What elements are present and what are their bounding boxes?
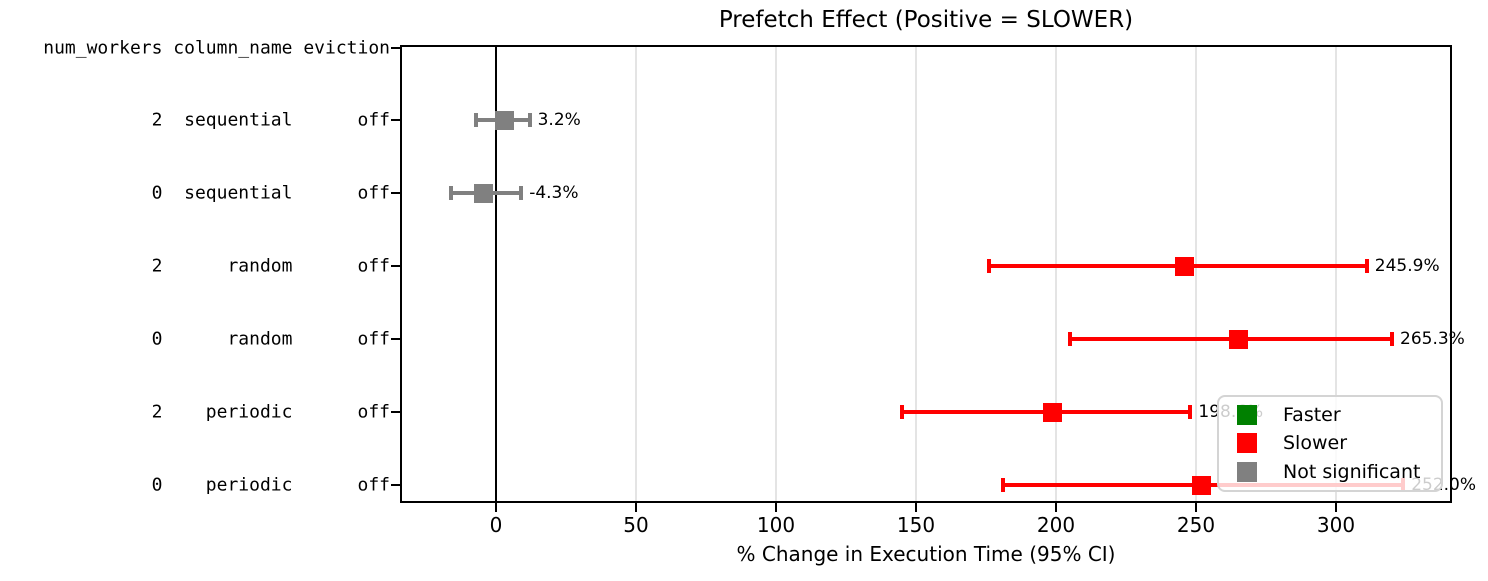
error-bar-cap-low — [1068, 332, 1072, 346]
legend-entry-not_significant: Not significant — [1237, 461, 1435, 483]
slower-swatch-icon — [1237, 433, 1257, 454]
error-bar-cap-high — [1390, 332, 1394, 346]
error-bar-cap-high — [519, 186, 524, 200]
y-axis-header: num_workers column_name eviction — [43, 38, 390, 59]
x-axis-tick — [915, 503, 917, 512]
x-axis-tick — [775, 503, 777, 512]
value-annotation: 265.3% — [1400, 329, 1465, 349]
faster-swatch-icon — [1237, 405, 1257, 426]
y-label-column-name: sequential — [184, 182, 293, 204]
legend-label-faster: Faster — [1283, 404, 1341, 427]
error-bar-cap-low — [900, 405, 904, 419]
y-label-num-workers: num_workers — [43, 37, 163, 59]
y-axis-tick — [391, 192, 400, 194]
x-tick-label: 100 — [756, 513, 796, 537]
y-label-column-name: column_name — [173, 37, 293, 59]
x-tick-label: 0 — [489, 513, 503, 537]
grid-line — [1335, 45, 1337, 503]
y-axis-tick — [391, 47, 400, 49]
x-tick-label: 150 — [896, 513, 936, 537]
not_significant-swatch-icon — [1237, 461, 1257, 482]
legend: Faster Slower Not significant — [1217, 395, 1443, 492]
point-marker — [1042, 402, 1062, 422]
point-marker — [495, 110, 515, 130]
error-bar-cap-high — [1188, 405, 1193, 419]
y-label-eviction: off — [357, 255, 390, 277]
y-label-eviction: off — [357, 182, 390, 204]
grid-line — [635, 45, 637, 503]
y-tick-label-row: 0 random off — [43, 329, 390, 350]
y-axis-tick — [391, 484, 400, 486]
y-label-eviction: off — [357, 401, 390, 423]
y-label-num-workers: 0 — [151, 328, 163, 350]
y-axis-tick — [391, 411, 400, 413]
x-tick-label: 200 — [1036, 513, 1076, 537]
chart-title: Prefetch Effect (Positive = SLOWER) — [718, 7, 1134, 33]
y-label-num-workers: 2 — [151, 109, 163, 131]
y-label-num-workers: 0 — [151, 182, 163, 204]
y-label-column-name: sequential — [184, 109, 293, 131]
x-axis-tick — [1335, 503, 1337, 512]
y-tick-label-row: 0 periodic off — [43, 475, 390, 496]
grid-line — [915, 45, 917, 503]
y-axis-tick — [391, 265, 400, 267]
value-annotation: -4.3% — [529, 183, 579, 203]
y-label-column-name: periodic — [205, 474, 293, 496]
legend-label-not_significant: Not significant — [1283, 460, 1421, 483]
error-bar-cap-low — [474, 113, 479, 127]
error-bar-cap-low — [986, 259, 991, 273]
x-tick-label: 300 — [1316, 513, 1356, 537]
error-bar-cap-high — [527, 113, 532, 127]
x-axis-tick — [1195, 503, 1197, 512]
y-label-num-workers: 2 — [151, 255, 163, 277]
grid-line — [1195, 45, 1197, 503]
legend-entry-faster: Faster — [1237, 404, 1435, 426]
error-bar-cap-high — [1364, 259, 1369, 273]
x-tick-label: 50 — [623, 513, 649, 537]
grid-line — [1055, 45, 1057, 503]
x-axis-tick — [1055, 503, 1057, 512]
x-axis-label: % Change in Execution Time (95% CI) — [736, 542, 1116, 566]
y-tick-label-row: 2 periodic off — [43, 402, 390, 423]
y-label-column-name: random — [227, 255, 293, 277]
y-label-eviction: off — [357, 109, 390, 131]
point-marker — [1229, 329, 1249, 349]
y-axis-tick — [391, 338, 400, 340]
y-label-num-workers: 2 — [151, 401, 163, 423]
y-label-eviction: off — [357, 474, 390, 496]
value-annotation: 245.9% — [1374, 256, 1440, 276]
y-label-column-name: periodic — [205, 401, 293, 423]
point-marker — [1192, 475, 1212, 495]
x-tick-label: 250 — [1176, 513, 1216, 537]
y-tick-label-row: 0 sequential off — [43, 183, 390, 204]
y-tick-label-row: 2 sequential off — [43, 110, 390, 131]
legend-entry-slower: Slower — [1237, 432, 1435, 454]
y-label-eviction: off — [357, 328, 390, 350]
y-label-num-workers: 0 — [151, 474, 163, 496]
error-bar-cap-low — [449, 186, 454, 200]
legend-label-slower: Slower — [1283, 432, 1348, 455]
value-annotation: 3.2% — [537, 110, 581, 130]
error-bar-cap-low — [1000, 478, 1005, 492]
y-tick-label-row: 2 random off — [43, 256, 390, 277]
x-axis-tick — [635, 503, 637, 512]
point-marker — [474, 183, 494, 203]
y-label-eviction: eviction — [303, 37, 391, 59]
zero-line — [495, 45, 497, 503]
y-axis-tick — [391, 119, 400, 121]
grid-line — [775, 45, 777, 503]
point-marker — [1175, 256, 1195, 276]
y-label-column-name: random — [227, 328, 293, 350]
x-axis-tick — [495, 503, 497, 512]
